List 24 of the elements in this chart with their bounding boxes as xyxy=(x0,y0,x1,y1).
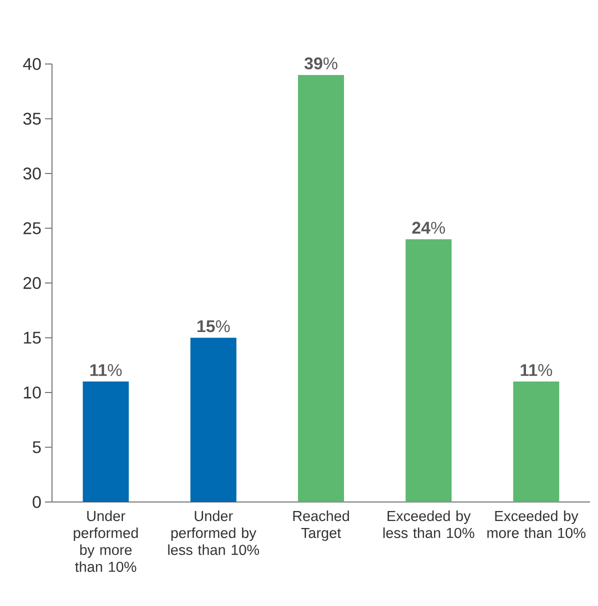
bar xyxy=(190,338,236,502)
y-tick-label: 20 xyxy=(24,277,41,289)
x-tick-label: Exceeded by more than 10% xyxy=(487,510,586,538)
y-tick-label: 15 xyxy=(24,332,41,344)
data-label: 39% xyxy=(304,57,338,70)
y-tick-label: 35 xyxy=(23,112,41,125)
bar xyxy=(82,382,129,502)
y-tick-label: 30 xyxy=(23,167,41,180)
bar xyxy=(298,74,344,502)
y-tick-label: 25 xyxy=(24,222,41,234)
data-label: 24% xyxy=(412,222,445,234)
y-tick-label: 0 xyxy=(32,496,41,508)
data-label: 15% xyxy=(198,320,230,332)
x-tick-label: Under performed by more than 10% xyxy=(74,510,138,572)
x-tick-label: Exceeded by less than 10% xyxy=(383,510,474,538)
bar xyxy=(406,239,452,502)
y-tick-label: 40 xyxy=(23,58,41,70)
x-tick-label: Under performed by less than 10% xyxy=(168,510,260,555)
y-tick-label: 5 xyxy=(32,441,41,454)
x-tick-label: Reached Target xyxy=(293,510,349,541)
y-tick-label: 10 xyxy=(24,386,41,398)
data-label: 11% xyxy=(90,364,122,376)
bar xyxy=(513,382,560,502)
data-label: 11% xyxy=(520,364,552,376)
